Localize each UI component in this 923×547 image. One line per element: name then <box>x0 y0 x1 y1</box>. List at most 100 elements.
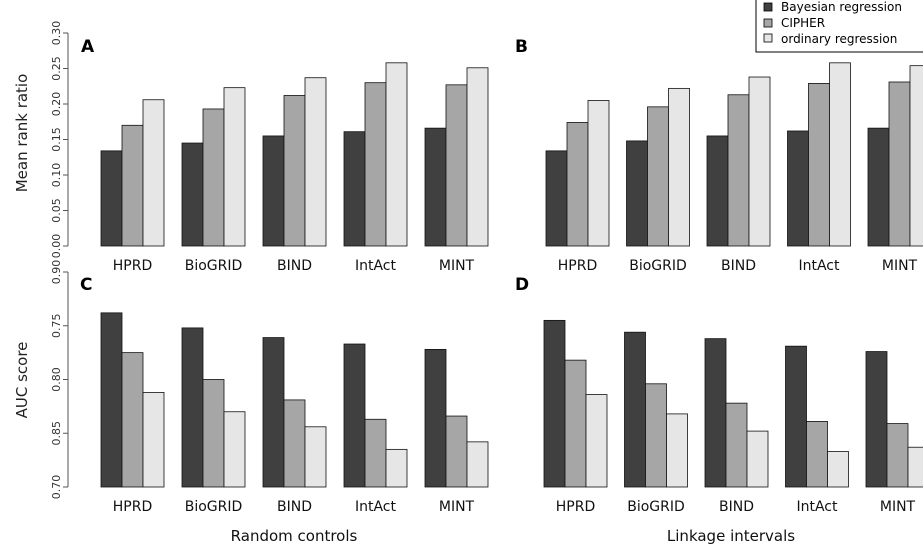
category-label-mint: MINT <box>882 258 918 274</box>
panel-a: 0.00 0.05 0.10 0.15 0.20 0.25 0.30 HPRD BioGRID B… <box>50 21 489 274</box>
category-label-hprd: HPRD <box>113 499 152 515</box>
y-axis-label-auc-score: AUC score <box>13 342 31 419</box>
bar-ordinary-regression-mint <box>466 67 489 247</box>
bar-bayesian-regression-bind <box>262 135 285 247</box>
category-label-bind: BIND <box>277 258 312 274</box>
bar-ordinary-regression-bind <box>746 430 769 488</box>
category-label-biogrid: BioGRID <box>185 258 243 274</box>
bar-ordinary-regression-intact <box>829 62 851 247</box>
bar-ordinary-regression-intact <box>827 451 849 488</box>
bar-bayesian-regression-biogrid <box>181 327 204 488</box>
bar-bayesian-regression-biogrid <box>626 140 648 247</box>
bar-bayesian-regression-hprd <box>545 150 568 247</box>
bar-bayesian-regression-intact <box>343 343 366 488</box>
bar-bayesian-regression-mint <box>424 348 447 488</box>
panels: 0.00 0.05 0.10 0.15 0.20 0.25 0.30 HPRD BioGRID B… <box>50 21 923 515</box>
y-tick-label: 0.90 <box>50 260 63 285</box>
category-label-hprd: HPRD <box>558 258 597 274</box>
bar-bayesian-regression-biogrid <box>181 142 204 247</box>
bar-bayesian-regression-mint <box>867 127 890 247</box>
legend-swatch-bayesian-regression <box>763 2 773 12</box>
bar-cipher-bind <box>725 402 748 488</box>
panel-label-c: C <box>80 275 92 295</box>
bar-cipher-biogrid <box>202 379 225 488</box>
category-label-bind: BIND <box>721 258 756 274</box>
bar-cipher-biogrid <box>645 383 667 488</box>
category-label-mint: MINT <box>439 499 475 515</box>
y-axis-label-mean-rank-ratio: Mean rank ratio <box>13 74 31 193</box>
bar-bayesian-regression-mint <box>865 351 888 488</box>
bar-ordinary-regression-hprd <box>587 100 610 247</box>
bar-bayesian-regression-intact <box>787 130 809 247</box>
category-label-hprd: HPRD <box>113 258 152 274</box>
legend-label-bayesian-regression: Bayesian regression <box>781 0 902 14</box>
bar-cipher-hprd <box>564 359 587 488</box>
category-label-intact: IntAct <box>355 499 397 515</box>
bottom-label-random-controls: Random controls <box>231 527 358 545</box>
bar-ordinary-regression-intact <box>385 62 408 247</box>
bar-ordinary-regression-mint <box>909 65 923 247</box>
bar-cipher-hprd <box>566 122 589 247</box>
bar-ordinary-regression-biogrid <box>668 87 690 247</box>
bar-cipher-bind <box>727 94 750 247</box>
bar-ordinary-regression-biogrid <box>223 87 246 247</box>
bar-bayesian-regression-mint <box>424 127 447 247</box>
bar-ordinary-regression-mint <box>466 441 489 488</box>
y-tick-label: 0.00 <box>50 234 63 259</box>
legend-box <box>755 0 923 53</box>
bar-ordinary-regression-hprd <box>142 99 165 247</box>
category-label-biogrid: BioGRID <box>629 258 687 274</box>
y-tick-label: 0.70 <box>50 475 63 500</box>
legend-swatch-ordinary-regression <box>763 33 773 43</box>
panel-label-a: A <box>81 37 95 57</box>
bar-bayesian-regression-bind <box>706 135 729 247</box>
category-label-biogrid: BioGRID <box>185 499 243 515</box>
category-label-biogrid: BioGRID <box>627 499 685 515</box>
y-tick-label: 0.80 <box>50 367 63 392</box>
bar-cipher-intact <box>808 83 830 247</box>
bar-cipher-biogrid <box>202 108 225 247</box>
bar-cipher-biogrid <box>647 106 669 247</box>
bar-cipher-bind <box>283 399 306 488</box>
y-tick-label: 0.05 <box>50 198 63 223</box>
y-tick-label: 0.75 <box>50 314 63 339</box>
category-label-intact: IntAct <box>798 258 840 274</box>
bar-cipher-mint <box>886 423 909 488</box>
bar-ordinary-regression-biogrid <box>223 411 246 488</box>
bar-cipher-bind <box>283 95 306 247</box>
bar-bayesian-regression-intact <box>785 345 807 488</box>
panel-b: HPRD BioGRID BIND IntAct MINT <box>545 62 923 274</box>
panel-c: 0.70 0.85 0.80 0.75 0.90 HPRD BioGRID BIND IntAc… <box>50 260 489 515</box>
category-label-hprd: HPRD <box>556 499 595 515</box>
bar-cipher-intact <box>364 418 387 488</box>
bar-ordinary-regression-bind <box>304 426 327 488</box>
category-label-bind: BIND <box>719 499 754 515</box>
legend-label-cipher: CIPHER <box>781 16 825 30</box>
y-tick-label: 0.25 <box>50 56 63 81</box>
bar-bayesian-regression-hprd <box>100 312 123 488</box>
bar-ordinary-regression-bind <box>748 76 771 247</box>
bar-cipher-mint <box>888 81 911 247</box>
y-tick-label: 0.20 <box>50 92 63 117</box>
legend-swatch-cipher <box>763 18 773 28</box>
category-label-mint: MINT <box>439 258 475 274</box>
panel-label-b: B <box>515 37 528 57</box>
bar-cipher-intact <box>806 421 828 488</box>
bar-ordinary-regression-hprd <box>585 394 608 488</box>
legend: Bayesian regression CIPHER ordinary regr… <box>755 0 923 53</box>
y-tick-label: 0.85 <box>50 421 63 446</box>
y-tick-label: 0.10 <box>50 163 63 188</box>
bar-ordinary-regression-biogrid <box>666 413 688 488</box>
bar-cipher-mint <box>445 415 468 488</box>
bar-ordinary-regression-bind <box>304 77 327 247</box>
category-label-intact: IntAct <box>796 499 838 515</box>
legend-label-ordinary-regression: ordinary regression <box>781 32 897 46</box>
category-label-mint: MINT <box>880 499 916 515</box>
category-label-intact: IntAct <box>355 258 397 274</box>
panel-label-d: D <box>515 275 529 295</box>
bar-bayesian-regression-bind <box>262 337 285 488</box>
bar-ordinary-regression-intact <box>385 448 408 488</box>
bar-bayesian-regression-intact <box>343 131 366 247</box>
panel-d: HPRD BioGRID BIND IntAct MINT <box>543 319 923 515</box>
